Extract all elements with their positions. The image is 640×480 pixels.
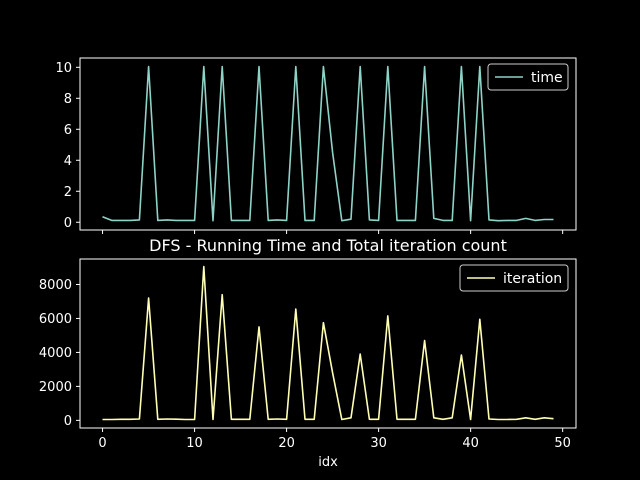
legend-box: [459, 264, 569, 292]
legend-label: iteration: [503, 271, 562, 287]
y-tick-label: 10: [55, 61, 72, 76]
x-tick-label: 40: [462, 436, 479, 451]
axes-frame: [79, 57, 577, 231]
chart-title: DFS - Running Time and Total iteration c…: [149, 236, 507, 255]
legend: iteration: [459, 264, 569, 292]
legend-label: time: [531, 70, 563, 86]
axes-frame: [79, 258, 577, 429]
y-tick-label: 8000: [39, 278, 72, 293]
y-tick-label: 6000: [39, 312, 72, 327]
y-tick-label: 8: [64, 92, 72, 107]
y-tick-label: 2: [64, 185, 72, 200]
y-tick-label: 4000: [39, 346, 72, 361]
legend: time: [487, 63, 569, 91]
legend-box: [487, 63, 569, 91]
x-tick-label: 0: [98, 436, 106, 451]
y-tick-label: 4: [64, 154, 72, 169]
y-tick-label: 0: [64, 216, 72, 231]
x-tick-label: 30: [370, 436, 387, 451]
y-tick-label: 6: [64, 123, 72, 138]
y-tick-label: 0: [64, 414, 72, 429]
y-tick-label: 2000: [39, 380, 72, 395]
x-tick-label: 50: [554, 436, 571, 451]
x-tick-label: 20: [278, 436, 295, 451]
series-line-iteration: [102, 265, 554, 421]
x-axis-label: idx: [318, 455, 338, 470]
x-tick-label: 10: [186, 436, 203, 451]
series-line-time: [102, 65, 554, 222]
iteration-subplot: 0 2000 4000 6000 8000 0 10 20 30 40 50 DFS - Runnin…: [39, 236, 577, 470]
time-subplot: 0 2 4 6 8 10 time: [55, 57, 577, 234]
